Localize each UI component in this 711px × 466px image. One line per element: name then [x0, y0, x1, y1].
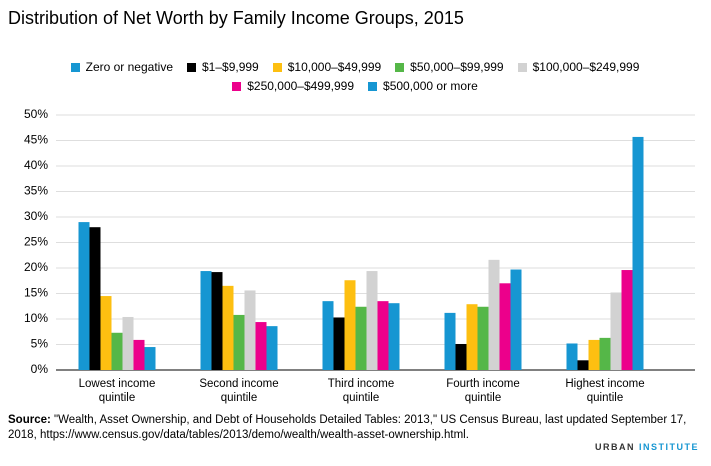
- bar: [477, 306, 489, 370]
- legend-swatch: [232, 81, 242, 91]
- bar: [466, 304, 478, 370]
- chart-title: Distribution of Net Worth by Family Inco…: [8, 8, 464, 28]
- legend-swatch: [70, 62, 80, 72]
- y-tick-label: 35%: [24, 184, 48, 198]
- bar: [621, 270, 633, 370]
- legend-label: $50,000–$99,999: [410, 60, 504, 74]
- bar: [333, 317, 345, 370]
- bar: [599, 337, 611, 370]
- bar: [355, 306, 367, 370]
- legend-item: $500,000 or more: [368, 79, 478, 93]
- legend-swatch: [395, 62, 405, 72]
- bar: [200, 271, 212, 370]
- x-tick-label: Fourth income quintile: [446, 378, 520, 404]
- y-tick-label: 45%: [24, 133, 48, 147]
- source-text: "Wealth, Asset Ownership, and Debt of Ho…: [8, 414, 687, 441]
- y-tick-label: 40%: [24, 158, 48, 172]
- legend-item: $1–$9,999: [187, 60, 259, 74]
- bar: [266, 326, 278, 370]
- bar: [577, 360, 589, 370]
- y-tick-label: 0%: [31, 362, 49, 376]
- y-tick-label: 15%: [24, 286, 48, 300]
- bar: [233, 314, 245, 370]
- source-label: Source:: [8, 414, 51, 426]
- bar: [510, 269, 522, 370]
- y-tick-label: 25%: [24, 235, 48, 249]
- bar: [566, 343, 578, 370]
- x-tick-label: Highest income quintile: [565, 378, 645, 404]
- bar: [388, 303, 400, 370]
- legend-item: $100,000–$249,999: [517, 60, 640, 74]
- x-tick-label: Second income quintile: [199, 378, 279, 404]
- bar: [344, 280, 356, 370]
- bar: [499, 283, 511, 370]
- legend-item: $250,000–$499,999: [232, 79, 354, 93]
- bar: [366, 271, 378, 370]
- legend-swatch: [187, 62, 196, 72]
- brand: URBAN INSTITUTE: [595, 442, 699, 452]
- y-tick-label: 50%: [24, 107, 48, 121]
- bar: [588, 339, 600, 370]
- legend-label: $100,000–$249,999: [532, 60, 640, 74]
- legend-label: $500,000 or more: [383, 79, 478, 93]
- bar: [455, 343, 467, 370]
- bar: [100, 296, 112, 370]
- legend-item: $10,000–$49,999: [272, 60, 382, 74]
- legend-label: $250,000–$499,999: [247, 79, 355, 93]
- legend-swatch: [517, 62, 527, 72]
- x-tick-label: Third income quintile: [327, 378, 395, 404]
- legend-item: $50,000–$99,999: [395, 60, 504, 74]
- bar: [255, 322, 267, 370]
- legend: Zero or negative $1–$9,999 $10,000–$49,999…: [60, 60, 650, 93]
- bar: [610, 292, 622, 370]
- legend-swatch: [272, 62, 282, 72]
- legend-item: Zero or negative: [70, 60, 173, 74]
- legend-label: $1–$9,999: [202, 60, 259, 74]
- bar: [144, 347, 156, 370]
- y-tick-label: 20%: [24, 260, 48, 274]
- bar: [488, 259, 500, 370]
- bar: [377, 301, 389, 370]
- y-tick-label: 30%: [24, 209, 48, 223]
- legend-swatch: [368, 81, 378, 91]
- bar: [632, 136, 644, 370]
- bar: [78, 222, 90, 370]
- bar: [122, 316, 134, 370]
- bar: [111, 332, 123, 370]
- brand-word: INSTITUTE: [639, 442, 699, 452]
- bar: [244, 290, 256, 370]
- bar: [89, 227, 101, 370]
- bar: [211, 272, 223, 370]
- y-tick-label: 5%: [31, 337, 49, 351]
- bar: [222, 285, 234, 370]
- legend-label: Zero or negative: [85, 60, 173, 74]
- brand-word: URBAN: [594, 442, 635, 452]
- bar: [322, 301, 334, 370]
- x-tick-label: Lowest income quintile: [78, 378, 156, 404]
- y-tick-label: 10%: [24, 311, 48, 325]
- bar: [133, 339, 145, 370]
- legend-label: $10,000–$49,999: [287, 60, 382, 74]
- bar: [444, 312, 456, 370]
- source: Source: "Wealth, Asset Ownership, and De…: [8, 413, 698, 443]
